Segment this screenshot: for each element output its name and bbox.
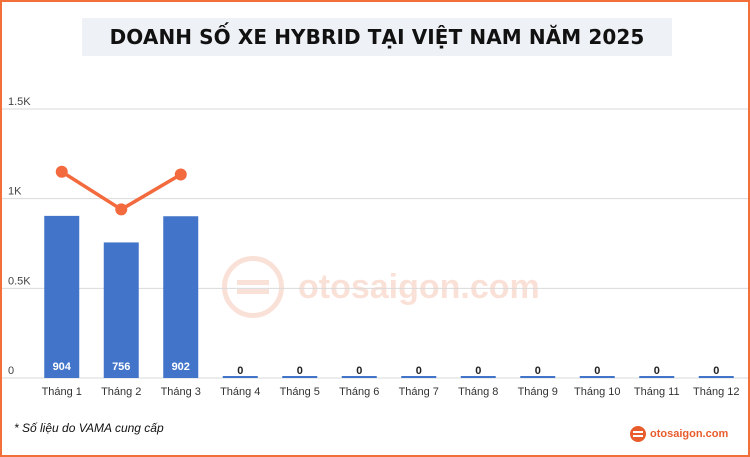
data-label: 0 (713, 365, 719, 377)
data-label: 0 (237, 365, 243, 377)
bar (579, 376, 615, 378)
title-band (82, 18, 672, 56)
bar (103, 242, 139, 378)
chart: 0 0.5K 1K 1.5K 904 Tháng 1 756 Tháng 2 902 Tháng … (2, 96, 748, 398)
line-point (115, 203, 128, 216)
data-label: 756 (112, 361, 130, 373)
otosaigon-logo-icon (222, 256, 284, 318)
data-label: 902 (172, 361, 190, 373)
data-label: 0 (594, 365, 600, 377)
x-tick-label: Tháng 7 (399, 386, 439, 398)
x-tick-label: Tháng 9 (518, 386, 558, 398)
bar (222, 376, 258, 378)
data-label: 0 (535, 365, 541, 377)
y-tick-label: 0 (8, 365, 14, 377)
bar (698, 376, 734, 378)
bar (520, 376, 556, 378)
x-tick-label: Tháng 4 (220, 386, 260, 398)
data-label: 0 (356, 365, 362, 377)
y-tick-label: 1K (8, 186, 22, 198)
y-tick-label: 1.5K (8, 96, 31, 108)
bar (460, 376, 496, 378)
x-tick-label: Tháng 11 (634, 386, 680, 398)
line-point (174, 168, 187, 181)
otosaigon-logo-icon (630, 426, 646, 442)
x-tick-label: Tháng 6 (339, 386, 379, 398)
data-label: 0 (654, 365, 660, 377)
bar (341, 376, 377, 378)
watermark: otosaigon.com (222, 256, 540, 318)
bar (163, 216, 199, 378)
y-tick-label: 0.5K (8, 275, 31, 287)
brand-text: otosaigon.com (650, 428, 729, 440)
bar (282, 376, 318, 378)
bar (44, 215, 80, 378)
data-label: 0 (416, 365, 422, 377)
x-tick-label: Tháng 3 (161, 386, 201, 398)
data-label: 0 (475, 365, 481, 377)
x-tick-label: Tháng 8 (458, 386, 498, 398)
line-point (55, 165, 68, 178)
bar (639, 376, 675, 378)
x-tick-label: Tháng 1 (42, 386, 82, 398)
watermark-text: otosaigon.com (298, 267, 540, 306)
brand[interactable]: otosaigon.com (630, 426, 728, 442)
x-tick-label: Tháng 5 (280, 386, 320, 398)
chart-title: DOANH SỐ XE HYBRID TẠI VIỆT NAM NĂM 2025 (109, 25, 645, 49)
x-tick-label: Tháng 12 (693, 386, 739, 398)
footnote: * Số liệu do VAMA cung cấp (14, 421, 164, 435)
data-label: 0 (297, 365, 303, 377)
x-tick-label: Tháng 10 (574, 386, 620, 398)
data-label: 904 (53, 361, 72, 373)
bar (401, 376, 437, 378)
x-tick-label: Tháng 2 (101, 386, 141, 398)
